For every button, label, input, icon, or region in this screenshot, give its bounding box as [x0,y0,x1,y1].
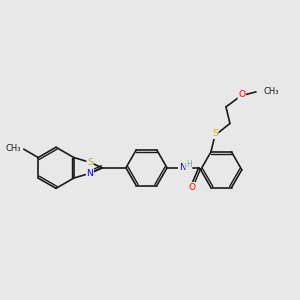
Text: N: N [87,169,93,178]
Text: CH₃: CH₃ [5,143,21,152]
Text: CH₃: CH₃ [264,87,279,96]
Text: N: N [179,163,185,172]
Text: S: S [212,129,218,138]
Text: S: S [87,158,93,167]
Text: O: O [188,183,195,192]
Text: O: O [238,90,245,99]
Text: H: H [186,160,192,169]
